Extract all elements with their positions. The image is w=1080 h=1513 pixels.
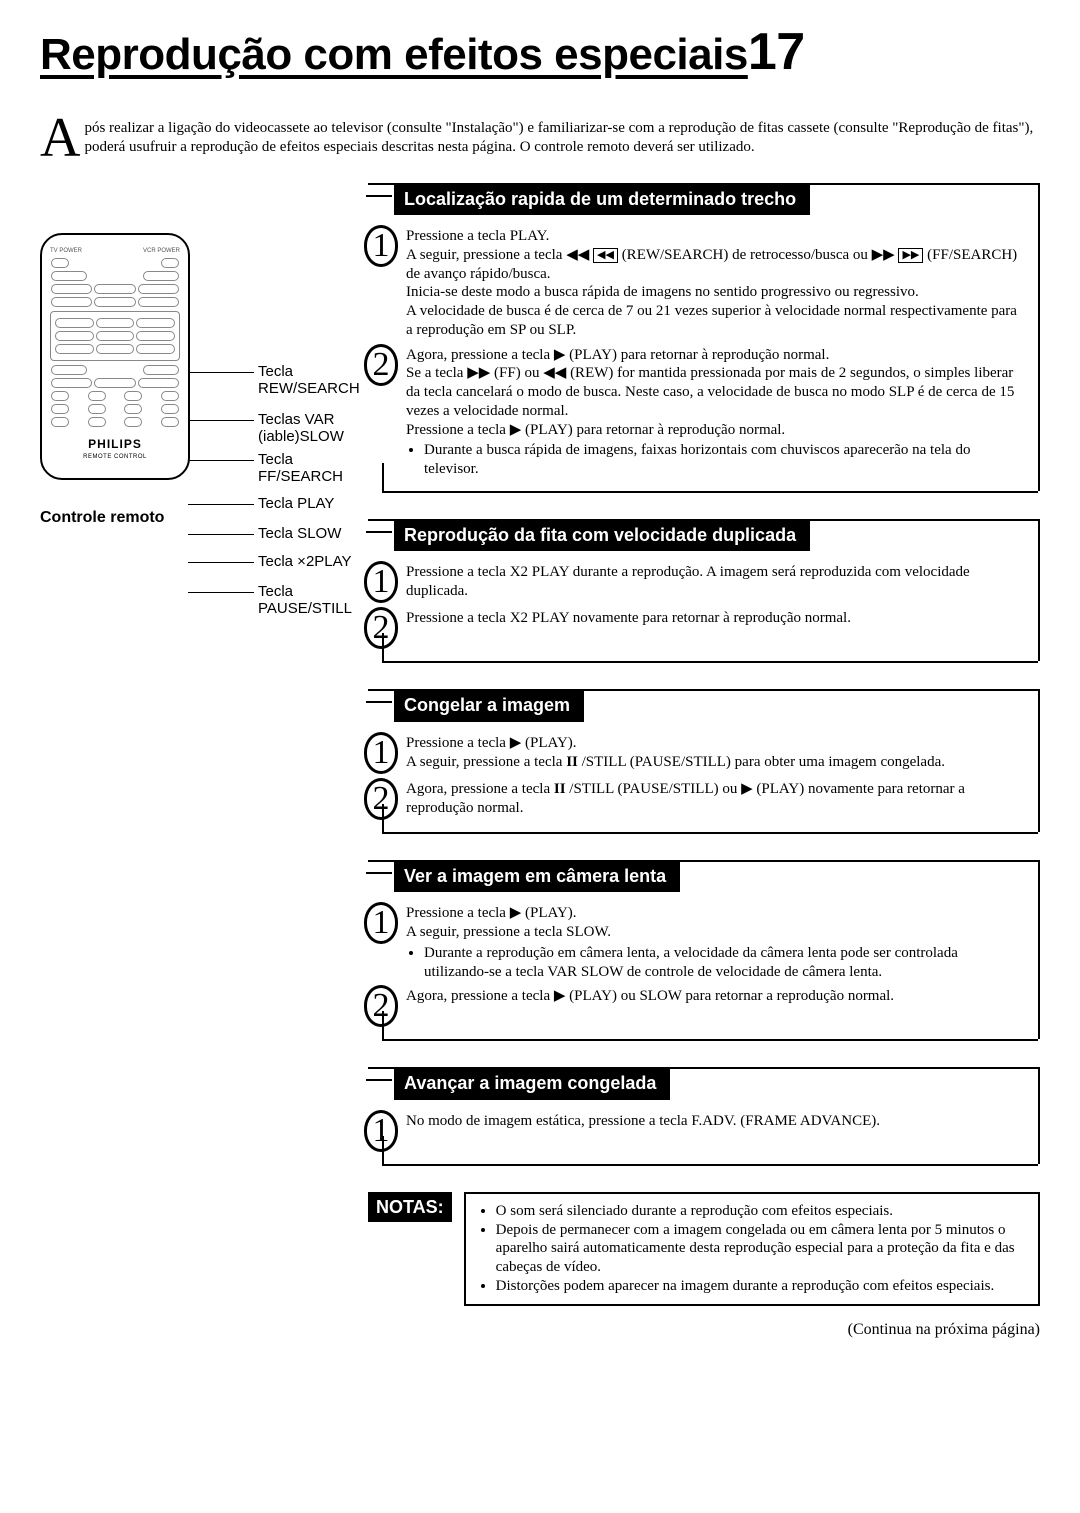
dropcap: A [40,115,80,163]
remote-callout: TeclaPAUSE/STILL [258,583,352,618]
section: Localização rapida de um determinado tre… [368,183,1040,491]
step-body: Agora, pressione a tecla ▶ (PLAY) para r… [406,344,1026,479]
step-body: No modo de imagem estática, pressione a … [406,1110,1026,1131]
step-number: 2 [364,607,398,649]
section-title: Reprodução da fita com velocidade duplic… [394,519,810,552]
remote-callout: Tecla SLOW [258,525,341,542]
step-number: 1 [364,561,398,603]
notes-box: NOTAS: O som será silenciado durante a re… [368,1192,1040,1306]
step: 2Agora, pressione a tecla II /STILL (PAU… [368,778,1026,820]
step-number: 2 [364,344,398,386]
section-title: Ver a imagem em câmera lenta [394,860,680,893]
section-title: Congelar a imagem [394,689,584,722]
remote-brand: PHILIPS [50,437,180,452]
step: 1Pressione a tecla ▶ (PLAY).A seguir, pr… [368,902,1026,981]
notes-label: NOTAS: [368,1192,452,1223]
intro-paragraph: A pós realizar a ligação do videocassete… [40,115,1040,163]
step-number: 2 [364,778,398,820]
title-text: Reprodução com efeitos especiais [40,30,748,79]
notes-content: O som será silenciado durante a reproduç… [464,1192,1040,1306]
notes-item: Distorções podem aparecer na imagem dura… [496,1277,1026,1296]
step-body: Pressione a tecla PLAY.A seguir, pressio… [406,225,1026,340]
step: 1Pressione a tecla PLAY.A seguir, pressi… [368,225,1026,340]
step-number: 1 [364,902,398,944]
step: 2Agora, pressione a tecla ▶ (PLAY) para … [368,344,1026,479]
step-number: 1 [364,732,398,774]
remote-control-figure: TV POWERVCR POWER PHILIPS REMOTE CONTROL [40,233,350,480]
intro-text: pós realizar a ligação do videocassete a… [84,115,1040,157]
step: 2Agora, pressione a tecla ▶ (PLAY) ou SL… [368,985,1026,1027]
step: 2Pressione a tecla X2 PLAY novamente par… [368,607,1026,649]
notes-item: O som será silenciado durante a reproduç… [496,1202,1026,1221]
step-body: Pressione a tecla X2 PLAY novamente para… [406,607,1026,628]
section-title: Localização rapida de um determinado tre… [394,183,810,216]
step: 1Pressione a tecla X2 PLAY durante a rep… [368,561,1026,603]
step-body: Pressione a tecla ▶ (PLAY).A seguir, pre… [406,732,1026,772]
remote-control-illustration: TV POWERVCR POWER PHILIPS REMOTE CONTROL [40,233,190,480]
title-number: 17 [748,20,805,85]
remote-callout: Teclas VAR(iable)SLOW [258,411,344,446]
section: Ver a imagem em câmera lenta 1Pressione a… [368,860,1040,1040]
remote-callout: TeclaFF/SEARCH [258,451,343,486]
remote-subtitle: REMOTE CONTROL [50,454,180,462]
section: Avançar a imagem congelada 1No modo de im… [368,1067,1040,1164]
step-number: 2 [364,985,398,1027]
step-body: Agora, pressione a tecla II /STILL (PAUS… [406,778,1026,818]
step-body: Pressione a tecla X2 PLAY durante a repr… [406,561,1026,601]
section: Reprodução da fita com velocidade duplic… [368,519,1040,662]
step-body: Agora, pressione a tecla ▶ (PLAY) ou SLO… [406,985,1026,1006]
continue-note: (Continua na próxima página) [368,1320,1040,1340]
step-body: Pressione a tecla ▶ (PLAY).A seguir, pre… [406,902,1026,981]
remote-callout: TeclaREW/SEARCH [258,363,360,398]
remote-callout: Tecla ×2PLAY [258,553,352,570]
step: 1No modo de imagem estática, pressione a… [368,1110,1026,1152]
step: 1Pressione a tecla ▶ (PLAY).A seguir, pr… [368,732,1026,774]
step-number: 1 [364,225,398,267]
step-number: 1 [364,1110,398,1152]
page-title: Reprodução com efeitos especiais17 [40,20,1040,85]
sections-column: Localização rapida de um determinado tre… [368,183,1040,1340]
section-title: Avançar a imagem congelada [394,1067,670,1100]
notes-item: Depois de permanecer com a imagem congel… [496,1221,1026,1277]
section: Congelar a imagem 1Pressione a tecla ▶ (P… [368,689,1040,832]
remote-callout: Tecla PLAY [258,495,334,512]
